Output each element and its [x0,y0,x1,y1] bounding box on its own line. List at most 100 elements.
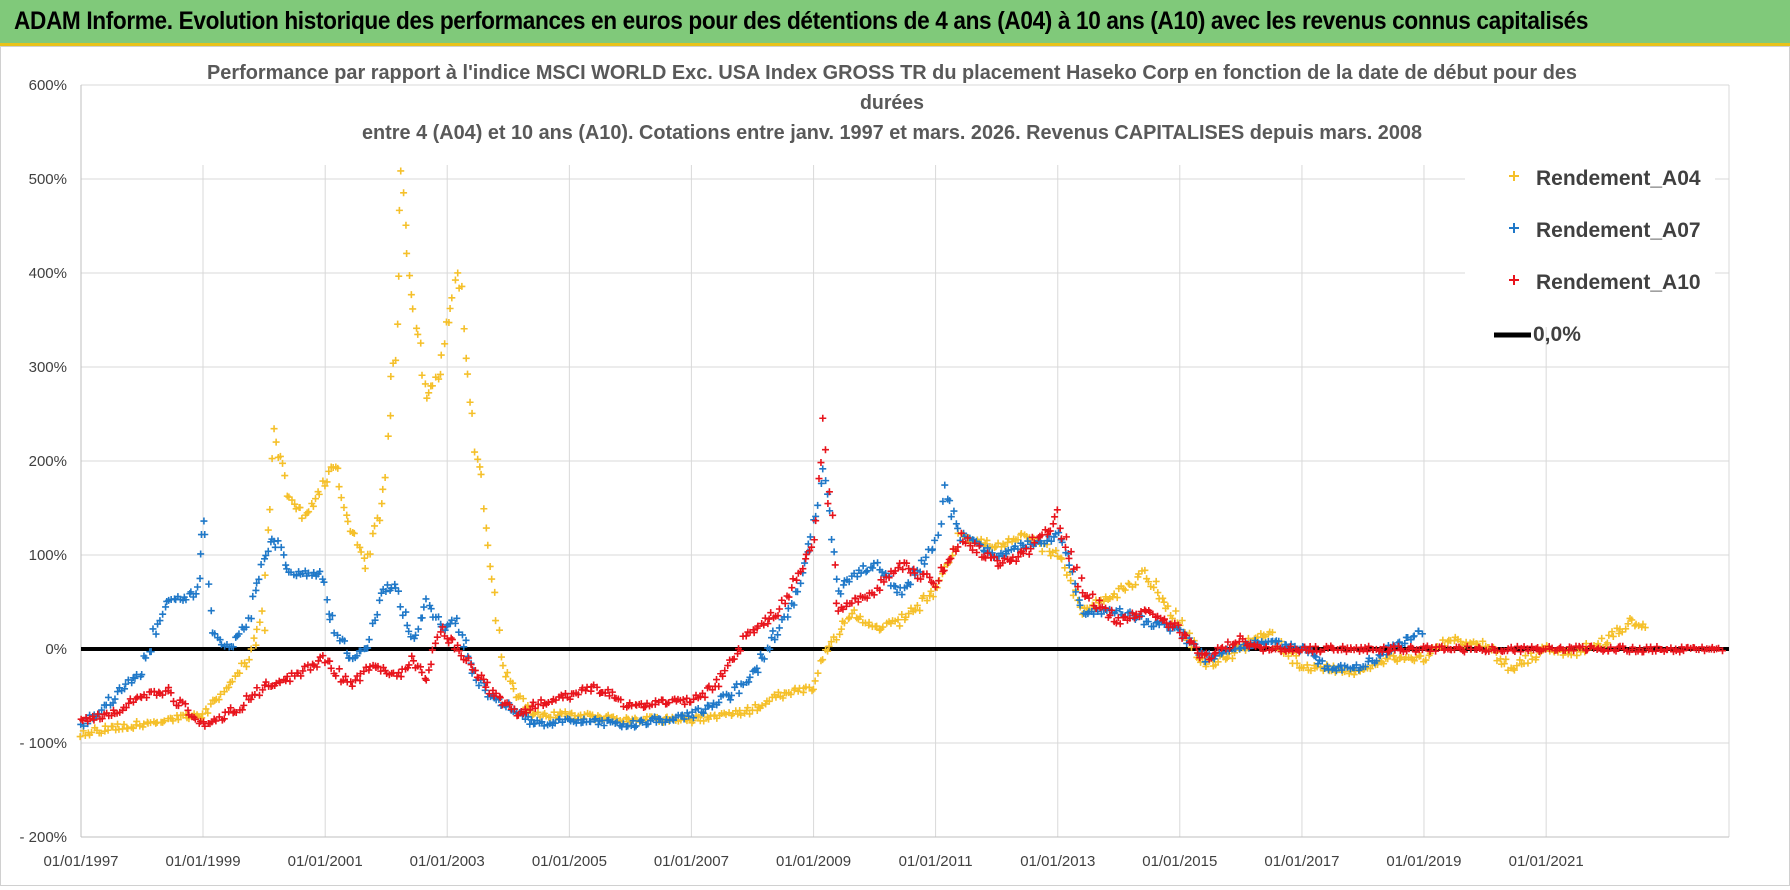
data-point [369,530,377,538]
data-point [255,691,263,699]
data-point [1635,622,1643,630]
legend-plus-marker [1509,223,1519,233]
y-tick-label: - 200% [19,829,67,846]
data-point [826,507,834,515]
data-point [410,657,418,665]
data-point [531,704,539,712]
data-point [325,467,333,475]
data-point [122,680,130,688]
data-point [497,653,505,661]
data-point [202,705,210,713]
data-point [1390,652,1398,660]
data-point [160,717,168,725]
data-point [253,579,261,587]
data-point [929,579,937,587]
data-point [480,675,488,683]
data-point [825,642,833,650]
data-point [457,652,465,660]
data-point [274,537,282,545]
data-point [1038,547,1046,555]
data-point [778,596,786,604]
data-point [1624,620,1632,628]
data-point [283,492,291,500]
x-tick-label: 01/01/2019 [1386,853,1461,870]
data-point [1061,564,1069,572]
data-point [514,711,522,719]
data-point [462,636,470,644]
data-point [373,611,381,619]
data-point [337,494,345,502]
data-point [1144,618,1152,626]
data-point [1678,643,1686,651]
data-point [1361,663,1369,671]
series-Rendement_A04 [76,167,1649,741]
data-point [772,693,780,701]
data-point [896,622,904,630]
data-point [1192,643,1200,651]
data-point [529,698,537,706]
data-point [1401,639,1409,647]
data-point [600,721,608,729]
data-point [902,613,910,621]
data-point [458,631,466,639]
data-point [837,625,845,633]
data-point [1612,647,1620,655]
data-point [436,370,444,378]
data-point [1629,643,1637,651]
data-point [561,690,569,698]
data-point [343,511,351,519]
data-point [405,627,413,635]
data-point [492,689,500,697]
data-point [264,547,272,555]
data-point [152,630,160,638]
data-point [272,438,280,446]
data-point [371,522,379,530]
data-point [394,587,402,595]
data-point [700,717,708,725]
data-point [794,588,802,596]
data-point [427,605,435,613]
data-point [252,586,260,594]
data-point [713,676,721,684]
data-point [1636,644,1644,652]
data-point [1065,561,1073,569]
data-point [403,621,411,629]
data-point [343,649,351,657]
data-point [828,536,836,544]
data-point [323,596,331,604]
data-point [483,678,491,686]
data-point [701,693,709,701]
data-point [422,676,430,684]
data-point [857,569,865,577]
data-point [821,446,829,454]
data-point [983,536,991,544]
data-point [683,694,691,702]
data-point [451,619,459,627]
data-point [104,726,112,734]
data-point [304,661,312,669]
data-point [819,656,827,664]
data-point [384,432,392,440]
data-point [891,582,899,590]
data-point [806,533,814,541]
data-point [1150,622,1158,630]
data-point [1417,652,1425,660]
data-point [296,504,304,512]
data-point [1052,547,1060,555]
data-point [880,578,888,586]
data-point [361,564,369,572]
data-point [1201,658,1209,666]
data-point [745,678,753,686]
data-point [1598,634,1606,642]
data-point [840,581,848,589]
data-point [1000,554,1008,562]
data-point [1293,659,1301,667]
data-point [303,509,311,517]
data-point [334,464,342,472]
data-point [147,648,155,656]
data-point [1521,652,1529,660]
data-point [357,548,365,556]
data-point [167,689,175,697]
legend: Rendement_A04 Rendement_A07 Rendement_A10 0… [1465,135,1715,346]
data-point [412,631,420,639]
